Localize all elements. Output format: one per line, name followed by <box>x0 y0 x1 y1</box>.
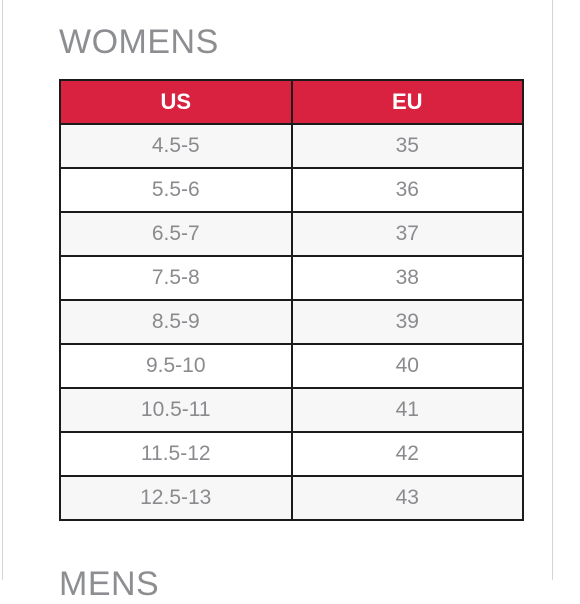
page-edge-right <box>552 0 553 580</box>
eu-size-cell: 39 <box>290 299 524 345</box>
eu-size-cell: 41 <box>290 387 524 433</box>
table-row: 5.5-6 36 <box>59 167 524 213</box>
us-size-cell: 8.5-9 <box>59 299 293 345</box>
eu-size-cell: 42 <box>290 431 524 477</box>
table-row: 11.5-12 42 <box>59 431 524 477</box>
eu-size-cell: 38 <box>290 255 524 301</box>
table-row: 7.5-8 38 <box>59 255 524 301</box>
eu-size-cell: 35 <box>290 123 524 169</box>
page-edge-left <box>2 0 3 580</box>
us-size-cell: 12.5-13 <box>59 475 293 521</box>
us-size-cell: 9.5-10 <box>59 343 293 389</box>
column-header-us: US <box>59 79 293 125</box>
eu-size-cell: 36 <box>290 167 524 213</box>
table-row: 4.5-5 35 <box>59 123 524 169</box>
section-title: WOMENS <box>59 23 219 61</box>
eu-size-cell: 43 <box>290 475 524 521</box>
us-size-cell: 4.5-5 <box>59 123 293 169</box>
table-row: 8.5-9 39 <box>59 299 524 345</box>
us-size-cell: 6.5-7 <box>59 211 293 257</box>
table-row: 10.5-11 41 <box>59 387 524 433</box>
next-section-title: MENS <box>59 565 160 603</box>
us-size-cell: 5.5-6 <box>59 167 293 213</box>
eu-size-cell: 40 <box>290 343 524 389</box>
us-size-cell: 10.5-11 <box>59 387 293 433</box>
column-header-eu: EU <box>290 79 524 125</box>
eu-size-cell: 37 <box>290 211 524 257</box>
table-row: 9.5-10 40 <box>59 343 524 389</box>
us-size-cell: 7.5-8 <box>59 255 293 301</box>
size-chart-table: US EU 4.5-5 35 5.5-6 36 6.5-7 37 7.5-8 3… <box>59 79 524 521</box>
table-row: 6.5-7 37 <box>59 211 524 257</box>
us-size-cell: 11.5-12 <box>59 431 293 477</box>
table-row: 12.5-13 43 <box>59 475 524 521</box>
table-header-row: US EU <box>59 79 524 125</box>
